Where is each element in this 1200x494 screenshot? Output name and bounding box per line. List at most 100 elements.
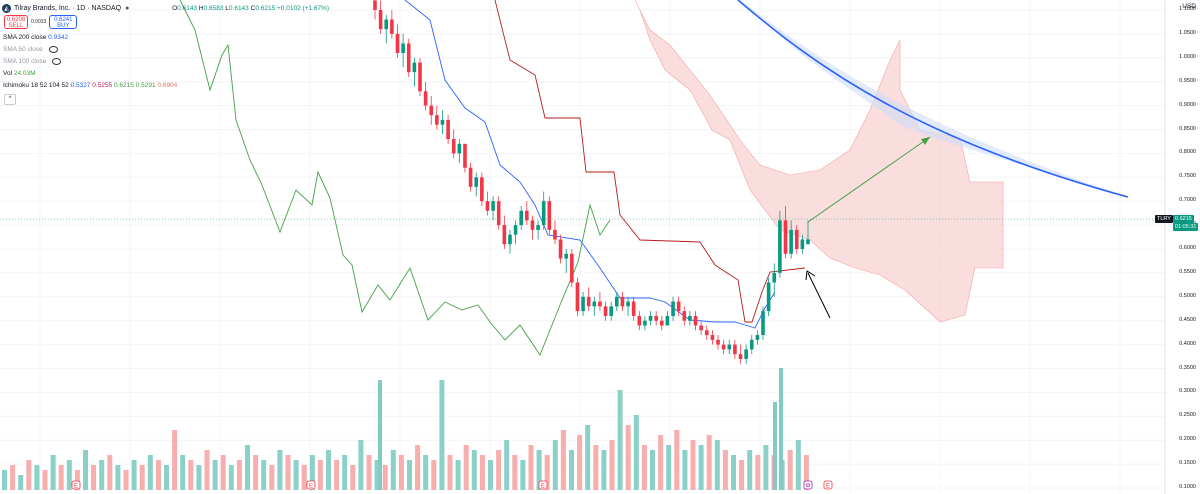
indicator-volume[interactable]: Vol 24.03M [3, 70, 36, 77]
candle [581, 292, 585, 316]
volume-bar [212, 460, 218, 490]
volume-bar [763, 445, 769, 490]
candle [390, 10, 394, 39]
candle [699, 320, 703, 336]
candle-body [626, 301, 630, 307]
collapse-legend-button[interactable]: ^ [4, 94, 16, 105]
volume-bar [91, 465, 97, 490]
sell-button[interactable]: 0.6208 SELL [4, 15, 28, 29]
candle-body [390, 19, 394, 34]
volume-bar [317, 460, 323, 490]
candle-body [704, 330, 709, 336]
event-marker-label: ⚙ [805, 483, 810, 490]
volume-bar [277, 450, 283, 490]
candle-body [648, 315, 653, 321]
volume-bar [10, 465, 16, 490]
volume-bar [26, 460, 32, 490]
candle [553, 220, 557, 245]
candle-body [676, 301, 681, 312]
candle [592, 296, 597, 316]
candle-body [412, 62, 417, 73]
volume-bar [188, 460, 194, 490]
symbol-title[interactable]: Tilray Brands, Inc. · 1D · NASDAQ [14, 4, 122, 12]
candle-body [710, 335, 715, 340]
candle [733, 339, 737, 359]
ohlc-values: O0.6143 H0.6583 L0.6143 C0.6215 +0.0102 … [172, 4, 330, 12]
event-marker-box [306, 480, 316, 490]
volume-bar [650, 450, 655, 490]
candle [480, 172, 484, 206]
candle [446, 115, 450, 144]
volume-bar [690, 440, 696, 490]
countdown-tag: 01:05:31 [1173, 223, 1199, 231]
candle [671, 296, 675, 321]
candle-body [541, 201, 546, 226]
candle [491, 196, 495, 221]
volume-bar [34, 465, 40, 490]
tilray-logo-icon: ◭ [2, 3, 11, 13]
volume-bar [617, 390, 623, 490]
indicator-sma100[interactable]: SMA 100 close [3, 58, 62, 65]
volume-bar [407, 460, 412, 490]
axis-tick-label: 1.1000 [1179, 6, 1196, 12]
candle-body [575, 282, 580, 312]
candle-body [637, 315, 642, 326]
conversion-line [404, 0, 776, 329]
candle-body [800, 239, 805, 249]
volume-bar [374, 460, 380, 490]
candle [761, 306, 765, 340]
volume-bar [601, 450, 607, 490]
candle-body [457, 143, 462, 154]
candle [496, 196, 501, 230]
eye-hidden-icon[interactable] [48, 46, 58, 53]
candle-body [806, 239, 810, 245]
indicator-sma50[interactable]: SMA 50 close [3, 46, 58, 53]
candle [558, 234, 563, 264]
currency-label[interactable]: USD [1182, 3, 1196, 10]
volume-bar [803, 455, 809, 490]
green-trend-arrow [807, 136, 931, 223]
candle [586, 287, 591, 312]
volume-bar [366, 455, 372, 490]
trade-buttons: 0.6208 SELL 0.0033 0.6241 BUY [4, 15, 78, 29]
candle-body [766, 282, 771, 312]
candle [418, 57, 422, 97]
volume-bar [83, 450, 88, 490]
eye-hidden-icon[interactable] [52, 58, 62, 65]
axis-tick-label: 0.9000 [1179, 101, 1196, 108]
candle-body [598, 301, 602, 307]
volume-bar [378, 380, 382, 490]
indicator-ichimoku[interactable]: Ichimoku 18 52 104 52 0.5327 0.5255 0.62… [3, 82, 178, 89]
event-marker: ⚙ [803, 480, 813, 490]
axis-tick-label: 0.7000 [1179, 197, 1196, 204]
candle-body [783, 220, 788, 254]
event-marker: E [71, 480, 81, 490]
buy-button[interactable]: 0.6241 BUY [49, 15, 78, 29]
volume-bar [520, 460, 526, 490]
volume-bar [755, 455, 761, 490]
volume-bar [398, 455, 404, 490]
candle-body [508, 234, 512, 245]
candle-body [485, 201, 490, 211]
candle-body [755, 335, 760, 340]
volume-bar [722, 450, 728, 490]
candle [547, 196, 552, 235]
indicator-sma200[interactable]: SMA 200 close 0.9342 [3, 34, 69, 41]
volume-bar [674, 430, 680, 490]
volume-bar [326, 450, 331, 490]
volume-bar [245, 445, 250, 490]
axis-tick-label: 0.5000 [1179, 292, 1196, 299]
candle [536, 220, 540, 240]
axis-tick-label: 0.1500 [1179, 460, 1196, 467]
candle-body [665, 315, 670, 326]
axis-tick-label: 0.3500 [1179, 364, 1196, 371]
axis-tick-label: 0.3000 [1179, 388, 1196, 395]
candle-body [654, 315, 658, 321]
volume-bar [342, 455, 348, 490]
volume-bar [42, 470, 48, 490]
candle-body [772, 272, 777, 283]
candle-body [435, 115, 439, 125]
candle-body [401, 43, 405, 54]
candle [570, 249, 574, 288]
